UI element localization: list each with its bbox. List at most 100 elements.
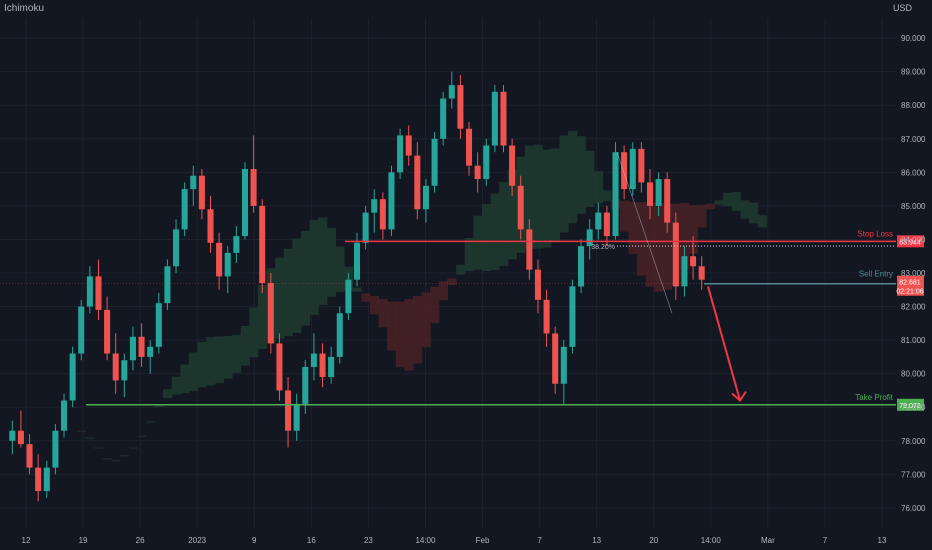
candle-body (431, 138, 438, 186)
cloud-segment (723, 192, 733, 207)
candle-body (474, 165, 481, 180)
candle-body (500, 91, 507, 146)
candle-body (646, 182, 654, 206)
cloud-segment (645, 202, 655, 287)
time-axis[interactable]: 12 19 26 2023 9 16 23 14:00 Feb 7 13 20 14:00 Mar 7 13 (22, 536, 887, 545)
cloud-segment (499, 182, 509, 267)
candle-body (534, 269, 541, 300)
fib-label: 38.20% (591, 244, 615, 251)
cloud-segment (326, 227, 336, 297)
indicator-label[interactable]: Ichimoku (4, 3, 45, 14)
candle-body (198, 175, 205, 210)
cloud-segment (740, 200, 750, 219)
cloud-segment (731, 192, 741, 211)
cloud-segment (76, 430, 87, 432)
price-axis[interactable]: 90.000 89.000 88.000 87.000 86.000 85.000 84.0… (901, 34, 926, 513)
price-tick-label: 83.000 (901, 269, 926, 278)
candle-body (52, 430, 59, 468)
time-tick-label: 23 (364, 536, 373, 545)
price-tick-label: 77.000 (901, 470, 926, 479)
candle-body (560, 346, 567, 384)
candle-body (129, 336, 136, 361)
candle-body (293, 403, 300, 431)
price-tick-label: 90.000 (901, 34, 926, 43)
take-profit-price: 79.072 (899, 403, 921, 410)
candle-body (353, 242, 361, 280)
time-tick-label: 7 (823, 536, 828, 545)
candle-body (388, 172, 395, 230)
time-tick-label: Feb (476, 536, 490, 545)
candle-body (112, 353, 119, 381)
cloud-segment (378, 298, 388, 328)
candle-body (664, 179, 671, 223)
cloud-segment (602, 190, 612, 202)
candle-body (698, 266, 705, 280)
cloud-segment (576, 136, 586, 214)
cloud-segment (232, 334, 242, 373)
cloud-segment (542, 149, 552, 248)
cloud-segment (309, 220, 319, 315)
candle-body (86, 276, 93, 307)
cloud-segment (654, 202, 664, 292)
candle-body (405, 135, 412, 156)
cloud-segment (94, 447, 104, 449)
candle-body (259, 205, 266, 284)
cloud-segment (361, 293, 371, 302)
cloud-segment (464, 237, 474, 272)
cloud-segment (206, 337, 216, 386)
cloud-segment (300, 230, 311, 326)
time-tick-label: 12 (22, 536, 31, 545)
candle-body (60, 400, 68, 431)
cloud-segment (275, 257, 285, 339)
chart-grid (0, 18, 896, 528)
time-tick-label: 20 (649, 536, 658, 545)
price-tick-label: 80.000 (901, 370, 926, 379)
candle-body (250, 168, 257, 206)
cloud-segment (688, 204, 698, 254)
cloud-segment (525, 145, 535, 249)
candle-body (440, 98, 447, 139)
cloud-segment (369, 295, 380, 315)
candle-body (138, 336, 145, 357)
trade-annotations: Take Profit 79.072 Stop Loss 83.944 38.20% Se… (0, 152, 924, 411)
candle-body (543, 299, 550, 334)
time-tick-label: 7 (537, 536, 542, 545)
cloud-segment (120, 455, 130, 457)
cloud-segment (102, 458, 112, 460)
cloud-segment (413, 295, 423, 364)
candle-body (43, 467, 50, 492)
price-tick-label: 76.000 (901, 504, 926, 513)
candle-body (371, 199, 378, 213)
cloud-segment (240, 325, 250, 366)
candle-body (95, 276, 102, 310)
cloud-segment (507, 169, 517, 260)
cloud-segment (128, 447, 138, 449)
cloud-segment (533, 144, 543, 249)
ichimoku-cloud (76, 130, 767, 462)
candle-body (397, 135, 404, 173)
cloud-segment (490, 193, 500, 271)
cloud-segment (223, 336, 233, 379)
price-tick-label: 81.000 (901, 336, 926, 345)
current-price-tag (897, 275, 924, 296)
time-tick-label: 16 (307, 536, 316, 545)
candle-body (302, 366, 309, 404)
candlestick-series (9, 71, 705, 502)
candle-body (612, 152, 619, 237)
cloud-segment (163, 389, 173, 399)
candle-body (181, 189, 188, 230)
candle-body (319, 353, 326, 378)
cloud-segment (395, 301, 405, 368)
currency-label: USD (892, 3, 912, 13)
candle-body (336, 313, 343, 357)
cloud-segment (257, 284, 268, 349)
candle-body (448, 85, 455, 99)
candle-body (345, 279, 352, 314)
cloud-segment (619, 200, 629, 232)
candle-body (603, 212, 610, 237)
candle-body (310, 353, 317, 367)
price-tick-label: 84.000 (901, 235, 926, 244)
current-price: 82.681 (899, 280, 921, 287)
cloud-segment (335, 246, 345, 293)
